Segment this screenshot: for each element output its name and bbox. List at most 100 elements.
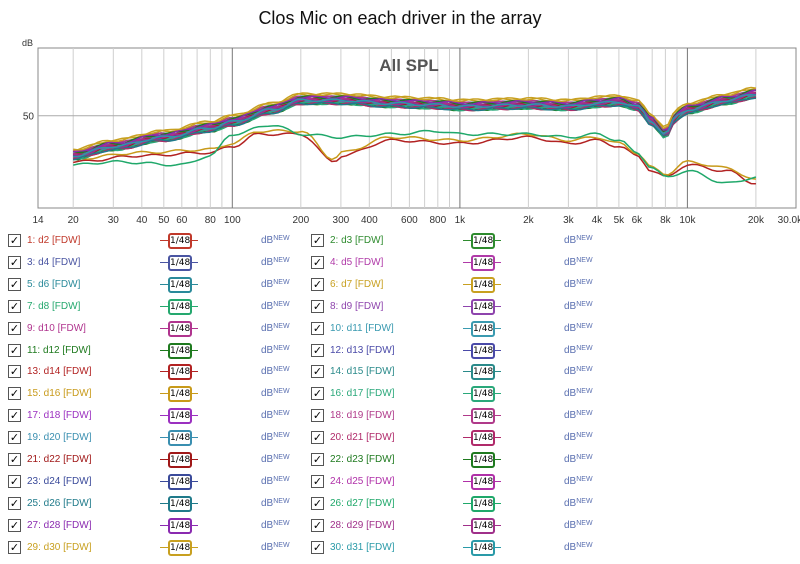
smoothing-button[interactable]: 1/48 [463, 298, 501, 315]
series-checkbox[interactable]: ✓ [311, 343, 324, 357]
db-offset-button[interactable]: dBNEW [261, 475, 290, 487]
legend-label: 21: d22 [FDW] [27, 454, 92, 465]
legend-label: 16: d17 [FDW] [330, 388, 395, 400]
legend-label: 28: d29 [FDW] [330, 519, 395, 531]
smoothing-button[interactable]: 1/48 [463, 429, 501, 447]
series-checkbox[interactable]: ✓ [8, 431, 21, 445]
series-checkbox[interactable]: ✓ [8, 518, 21, 532]
smoothing-button[interactable]: 1/48 [160, 276, 198, 293]
smoothing-button[interactable]: 1/48 [160, 407, 198, 425]
db-offset-button[interactable]: dBNEW [564, 497, 593, 509]
series-checkbox[interactable]: ✓ [8, 409, 21, 423]
smoothing-button[interactable]: 1/48 [463, 517, 501, 534]
smoothing-button[interactable]: 1/48 [160, 298, 198, 315]
series-checkbox[interactable]: ✓ [311, 496, 324, 510]
smoothing-button[interactable]: 1/48 [463, 363, 501, 381]
db-offset-button[interactable]: dBNEW [261, 366, 290, 378]
series-checkbox[interactable]: ✓ [311, 387, 324, 401]
db-offset-button[interactable]: dBNEW [564, 410, 593, 422]
series-checkbox[interactable]: ✓ [311, 234, 324, 247]
db-offset-button[interactable]: dBNEW [564, 366, 593, 378]
series-checkbox[interactable]: ✓ [311, 474, 324, 488]
smoothing-button[interactable]: 1/48 [463, 407, 501, 425]
db-offset-button[interactable]: dBNEW [564, 344, 593, 356]
db-offset-button[interactable]: dBNEW [261, 388, 290, 400]
series-checkbox[interactable]: ✓ [311, 277, 324, 291]
db-offset-button[interactable]: dBNEW [261, 410, 290, 422]
series-checkbox[interactable]: ✓ [311, 431, 324, 445]
smoothing-button[interactable]: 1/48 [463, 320, 501, 337]
series-checkbox[interactable]: ✓ [311, 409, 324, 423]
smoothing-button[interactable]: 1/48 [160, 342, 198, 359]
smoothing-button[interactable]: 1/48 [160, 473, 198, 490]
smoothing-button[interactable]: 1/48 [463, 385, 501, 403]
series-checkbox[interactable]: ✓ [8, 321, 21, 335]
series-checkbox[interactable]: ✓ [311, 255, 324, 269]
db-offset-button[interactable]: dBNEW [564, 278, 593, 290]
smoothing-button[interactable]: 1/48 [463, 495, 501, 512]
series-checkbox[interactable]: ✓ [311, 518, 324, 532]
smoothing-button[interactable]: 1/48 [463, 342, 501, 359]
series-checkbox[interactable]: ✓ [8, 540, 21, 554]
db-offset-button[interactable]: dBNEW [564, 235, 593, 246]
series-checkbox[interactable]: ✓ [311, 365, 324, 379]
db-offset-button[interactable]: dBNEW [261, 278, 290, 290]
x-tick-label: 6k [632, 215, 644, 226]
db-offset-button[interactable]: dBNEW [261, 344, 290, 356]
smoothing-button[interactable]: 1/48 [463, 232, 501, 249]
db-offset-button[interactable]: dBNEW [261, 300, 290, 312]
legend-label: 15: d16 [FDW] [27, 388, 92, 400]
smoothing-button[interactable]: 1/48 [160, 320, 198, 337]
db-offset-button[interactable]: dBNEW [564, 519, 593, 531]
db-offset-button[interactable]: dBNEW [261, 322, 290, 334]
smoothing-button[interactable]: 1/48 [160, 232, 198, 249]
series-checkbox[interactable]: ✓ [8, 343, 21, 357]
db-offset-button[interactable]: dBNEW [261, 519, 290, 531]
x-tick-label: 400 [361, 215, 378, 226]
db-offset-button[interactable]: dBNEW [564, 475, 593, 487]
smoothing-button[interactable]: 1/48 [463, 473, 501, 490]
db-offset-button[interactable]: dBNEW [261, 256, 290, 268]
series-checkbox[interactable]: ✓ [8, 234, 21, 247]
db-offset-button[interactable]: dBNEW [564, 388, 593, 400]
series-checkbox[interactable]: ✓ [8, 387, 21, 401]
series-checkbox[interactable]: ✓ [311, 321, 324, 335]
smoothing-button[interactable]: 1/48 [160, 517, 198, 534]
smoothing-button[interactable]: 1/48 [160, 451, 198, 468]
db-offset-button[interactable]: dBNEW [564, 300, 593, 312]
smoothing-button[interactable]: 1/48 [160, 429, 198, 447]
series-checkbox[interactable]: ✓ [8, 496, 21, 510]
smoothing-button[interactable]: 1/48 [463, 539, 501, 556]
series-checkbox[interactable]: ✓ [8, 474, 21, 488]
series-checkbox[interactable]: ✓ [8, 255, 21, 269]
db-offset-button[interactable]: dBNEW [261, 454, 290, 465]
smoothing-button[interactable]: 1/48 [463, 254, 501, 271]
series-checkbox[interactable]: ✓ [8, 299, 21, 313]
db-offset-button[interactable]: dBNEW [564, 454, 593, 465]
db-offset-button[interactable]: dBNEW [564, 256, 593, 268]
db-offset-button[interactable]: dBNEW [261, 235, 290, 246]
db-offset-button[interactable]: dBNEW [564, 322, 593, 334]
series-checkbox[interactable]: ✓ [311, 540, 324, 554]
smoothing-button[interactable]: 1/48 [160, 495, 198, 512]
db-offset-button[interactable]: dBNEW [261, 541, 290, 553]
smoothing-button[interactable]: 1/48 [463, 276, 501, 293]
legend-label: 25: d26 [FDW] [27, 497, 92, 509]
series-checkbox[interactable]: ✓ [8, 277, 21, 291]
series-checkbox[interactable]: ✓ [8, 453, 21, 466]
legend-label: 14: d15 [FDW] [330, 366, 395, 378]
smoothing-button[interactable]: 1/48 [160, 385, 198, 403]
db-offset-button[interactable]: dBNEW [261, 432, 290, 444]
smoothing-button[interactable]: 1/48 [463, 451, 501, 468]
series-checkbox[interactable]: ✓ [311, 453, 324, 466]
x-tick-label: 800 [429, 215, 446, 226]
smoothing-button[interactable]: 1/48 [160, 539, 198, 556]
series-checkbox[interactable]: ✓ [8, 365, 21, 379]
smoothing-button[interactable]: 1/48 [160, 254, 198, 271]
legend-label: 24: d25 [FDW] [330, 475, 395, 487]
db-offset-button[interactable]: dBNEW [564, 432, 593, 444]
db-offset-button[interactable]: dBNEW [564, 541, 593, 553]
db-offset-button[interactable]: dBNEW [261, 497, 290, 509]
smoothing-button[interactable]: 1/48 [160, 363, 198, 381]
series-checkbox[interactable]: ✓ [311, 299, 324, 313]
